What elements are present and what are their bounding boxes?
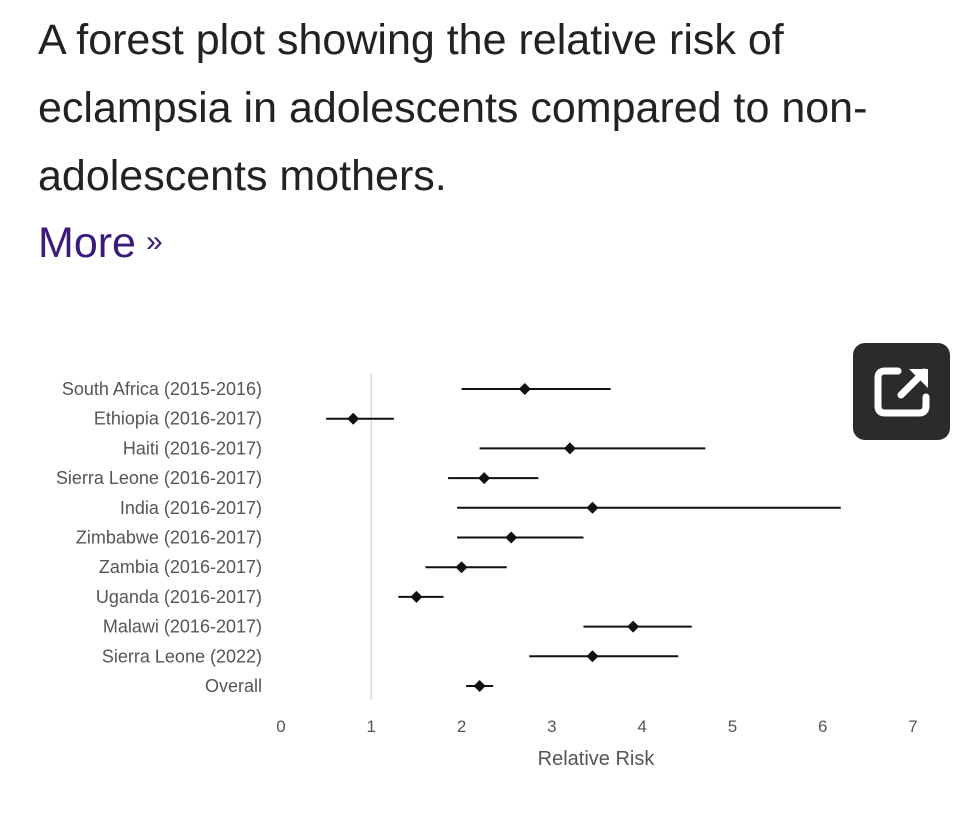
row-label: Overall [205,676,262,696]
x-tick-label: 0 [276,717,285,736]
row-label: Ethiopia (2016-2017) [94,409,262,429]
point-estimate-marker [586,502,598,514]
forest-plot: South Africa (2015-2016) Ethiopia (2016-2… [0,330,960,790]
point-estimate-marker [564,442,576,454]
row-label: Haiti (2016-2017) [123,438,262,458]
row-label: Zimbabwe (2016-2017) [76,528,262,548]
row-label: Sierra Leone (2022) [102,646,262,666]
point-estimate-marker [505,532,517,544]
figure-caption: A forest plot showing the relative risk … [38,6,918,210]
chevron-right-double-icon: » [146,225,163,258]
x-axis-label: Relative Risk [538,748,656,770]
x-tick-label: 3 [547,717,556,736]
point-estimate-marker [456,561,468,573]
x-tick-label: 7 [908,717,917,736]
open-in-new-icon [871,364,933,420]
row-label: Malawi (2016-2017) [103,617,262,637]
row-label: South Africa (2015-2016) [62,379,262,399]
expand-image-button[interactable] [853,343,950,440]
x-tick-label: 4 [637,717,646,736]
point-estimate-marker [586,650,598,662]
row-label: Sierra Leone (2016-2017) [56,468,262,488]
point-estimate-marker [474,680,486,692]
x-tick-label: 2 [457,717,466,736]
point-estimate-marker [519,383,531,395]
more-link-label: More [38,219,136,267]
point-estimate-marker [347,413,359,425]
x-tick-label: 6 [818,717,827,736]
more-link[interactable]: More » [38,212,163,273]
x-tick-label: 5 [728,717,737,736]
row-label: Zambia (2016-2017) [99,557,262,577]
x-tick-label: 1 [367,717,376,736]
point-estimate-marker [478,472,490,484]
row-label: Uganda (2016-2017) [96,587,262,607]
point-estimate-marker [627,621,639,633]
point-estimate-marker [410,591,422,603]
row-label: India (2016-2017) [120,498,262,518]
